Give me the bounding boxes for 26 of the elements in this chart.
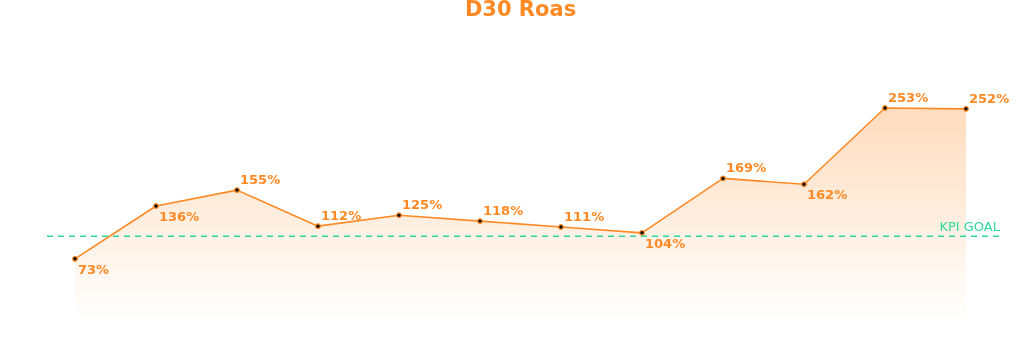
data-label: 125%: [402, 197, 443, 213]
point: [72, 255, 78, 262]
point: [315, 223, 321, 230]
data-label: 104%: [645, 235, 686, 251]
data-label: 252%: [969, 90, 1010, 106]
point: [477, 218, 483, 225]
point: [639, 229, 645, 236]
data-label: 169%: [726, 160, 767, 176]
chart-title: D30 Roas: [464, 0, 577, 21]
point: [153, 203, 159, 209]
point: [963, 105, 969, 112]
data-label: 73%: [78, 261, 110, 277]
data-label: 162%: [807, 187, 848, 203]
data-label: 155%: [240, 172, 281, 188]
point: [720, 175, 726, 182]
data-label: 112%: [321, 208, 362, 224]
data-label: 253%: [888, 90, 929, 105]
point: [558, 224, 564, 230]
data-label: 111%: [564, 208, 605, 224]
data-label: 118%: [483, 203, 524, 219]
data-label: 136%: [159, 209, 200, 225]
point: [882, 105, 888, 111]
ref-line-label: KPI GOAL: [939, 219, 1001, 235]
point: [396, 212, 402, 219]
point: [801, 181, 807, 188]
point: [234, 187, 240, 194]
